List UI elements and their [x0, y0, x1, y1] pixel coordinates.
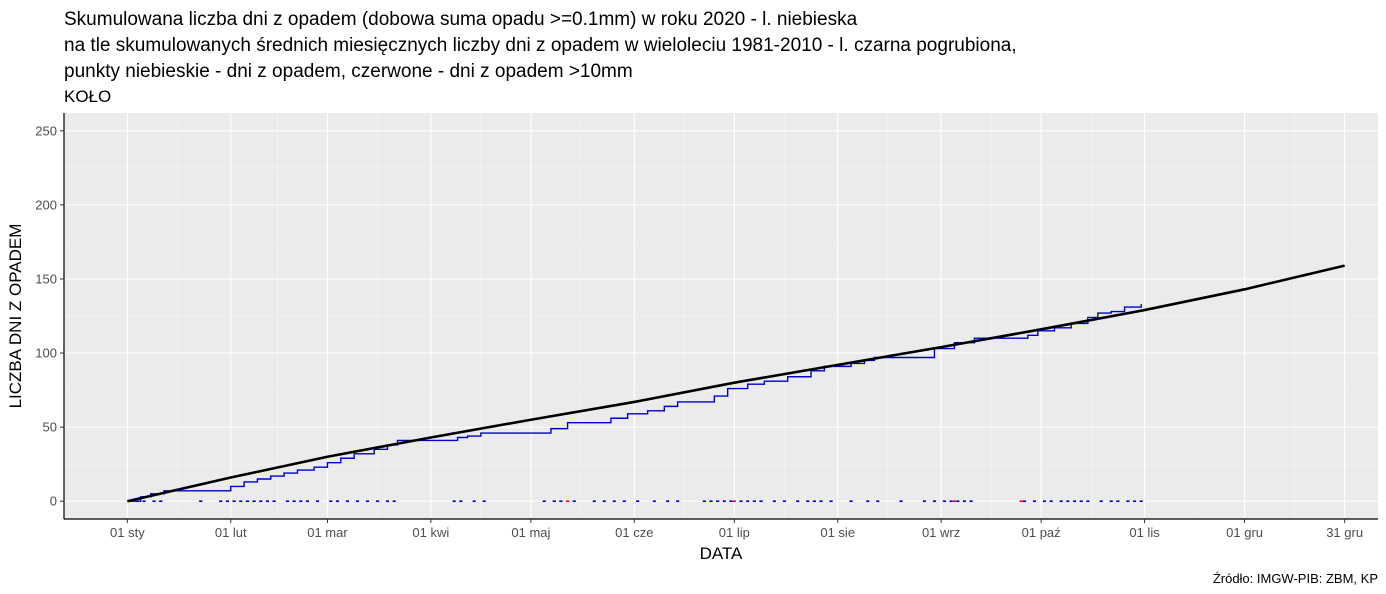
y-tick-label: 0 — [50, 494, 57, 509]
x-tick-label: 01 maj — [511, 525, 550, 540]
title-line-1: Skumulowana liczba dni z opadem (dobowa … — [64, 9, 858, 30]
x-tick-label: 01 lip — [719, 525, 750, 540]
title-line-2: na tle skumulowanych średnich miesięczny… — [64, 35, 1017, 56]
grid-minor — [64, 113, 1378, 519]
x-tick-label: 01 kwi — [412, 525, 449, 540]
y-tick-label: 250 — [35, 123, 57, 138]
x-tick-label: 01 sie — [820, 525, 855, 540]
x-tick-label: 01 mar — [307, 525, 348, 540]
x-tick-label: 01 cze — [615, 525, 653, 540]
x-tick-label: 31 gru — [1326, 525, 1363, 540]
title-line-3: punkty niebieskie - dni z opadem, czerwo… — [64, 61, 633, 82]
y-tick-label: 100 — [35, 346, 57, 361]
x-axis-title: DATA — [700, 544, 743, 563]
x-tick-label: 01 paź — [1022, 525, 1061, 540]
y-tick-label: 50 — [43, 420, 57, 435]
y-tick-label: 200 — [35, 197, 57, 212]
y-axis-ticks: 0 50 100 150 200 250 — [35, 123, 64, 509]
x-tick-label: 01 gru — [1226, 525, 1263, 540]
x-tick-label: 01 lis — [1129, 525, 1160, 540]
chart-title: Skumulowana liczba dni z opadem (dobowa … — [64, 9, 1017, 82]
x-axis-ticks: 01 sty 01 lut 01 mar 01 kwi 01 maj 01 cze 01 l… — [110, 519, 1363, 540]
grid-major — [64, 113, 1378, 519]
station-subtitle: KOŁO — [64, 87, 111, 106]
x-tick-label: 01 lut — [215, 525, 247, 540]
x-tick-label: 01 sty — [110, 525, 145, 540]
series-line-climatology — [127, 264, 1345, 503]
y-axis-title: LICZBA DNI Z OPADEM — [6, 224, 25, 409]
data-marks — [127, 264, 1345, 503]
y-tick-label: 150 — [35, 271, 57, 286]
series-line-2020 — [127, 304, 1142, 502]
source-caption: Źródło: IMGW-PIB: ZBM, KP — [1213, 571, 1378, 586]
x-tick-label: 01 wrz — [922, 525, 960, 540]
